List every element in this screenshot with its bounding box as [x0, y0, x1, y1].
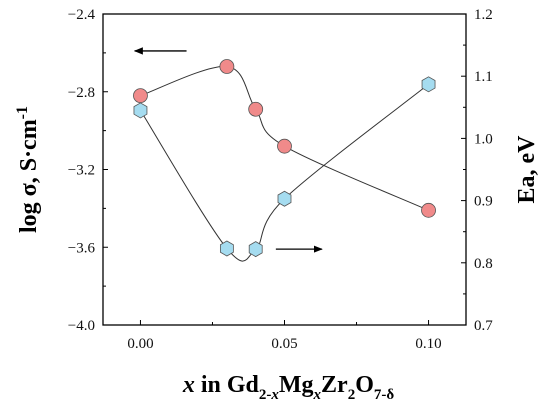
- point-left-1: [219, 59, 235, 74]
- x-tick-label-2: 0.10: [415, 336, 441, 352]
- axis-ticks: −4.0 −3.6 −3.2 −2.8 −2.4 0.7 0.8 0.9 1.0 1.1 1.2 0.…: [68, 7, 493, 352]
- left-axis-title-sup: -1: [14, 106, 31, 119]
- x-axis-title-part-5: x: [313, 387, 322, 403]
- point-right-3: [277, 190, 292, 207]
- x-axis-title-part-2: 2-: [259, 387, 272, 403]
- series-right-curve: [140, 83, 429, 262]
- left-tick-label-4: −2.4: [68, 7, 96, 23]
- point-right-4: [421, 76, 436, 93]
- x-axis-title-part-7: 2: [348, 387, 356, 403]
- fit-curves: [140, 65, 429, 262]
- right-axis-title: Ea, eV: [514, 135, 540, 204]
- plot-frame-rect: [102, 13, 467, 326]
- point-right-2: [248, 241, 263, 258]
- x-axis-title-part-6: Zr: [321, 372, 348, 398]
- right-tick-label-2: 0.9: [474, 194, 493, 210]
- x-axis-title: x in Gd2-xMgxZr2O7-δ: [182, 372, 395, 403]
- x-axis-title-part-1: in Gd: [195, 372, 260, 398]
- data-points: [133, 59, 436, 258]
- left-tick-label-1: −3.6: [68, 240, 96, 256]
- point-right-0: [133, 102, 148, 119]
- axis-arrows: [133, 47, 323, 253]
- right-tick-label-5: 1.2: [474, 7, 493, 23]
- right-tick-label-3: 1.0: [474, 131, 493, 147]
- point-right-1: [219, 240, 234, 257]
- left-axis-title: log σ, S·cm-1: [14, 106, 42, 233]
- x-axis-title-part-9: 7-δ: [374, 387, 394, 403]
- x-axis-title-part-3: x: [270, 387, 279, 403]
- x-axis-title-part-4: Mg: [279, 372, 314, 398]
- point-left-3: [277, 138, 292, 154]
- x-tick-label-1: 0.05: [271, 336, 297, 352]
- x-axis-title-part-8: O: [355, 372, 374, 398]
- right-tick-label-1: 0.8: [474, 256, 493, 272]
- x-axis-title-part-0: x: [182, 372, 195, 398]
- left-tick-label-3: −2.8: [68, 85, 95, 101]
- point-left-2: [248, 101, 264, 117]
- left-tick-label-2: −3.2: [68, 163, 95, 179]
- point-left-0: [133, 88, 148, 104]
- series-left-curve: [140, 65, 429, 211]
- x-tick-label-0: 0.00: [127, 336, 153, 352]
- axis-titles: log σ, S·cm-1Ea, eVx in Gd2-xMgxZr2O7-δ: [14, 106, 540, 403]
- right-tick-label-4: 1.1: [474, 69, 493, 85]
- left-tick-label-0: −4.0: [68, 318, 95, 334]
- right-tick-label-0: 0.7: [474, 318, 493, 334]
- plot-frame: [102, 13, 467, 326]
- point-left-4: [421, 202, 436, 218]
- left-axis-title-main: log σ, S·cm: [16, 119, 42, 233]
